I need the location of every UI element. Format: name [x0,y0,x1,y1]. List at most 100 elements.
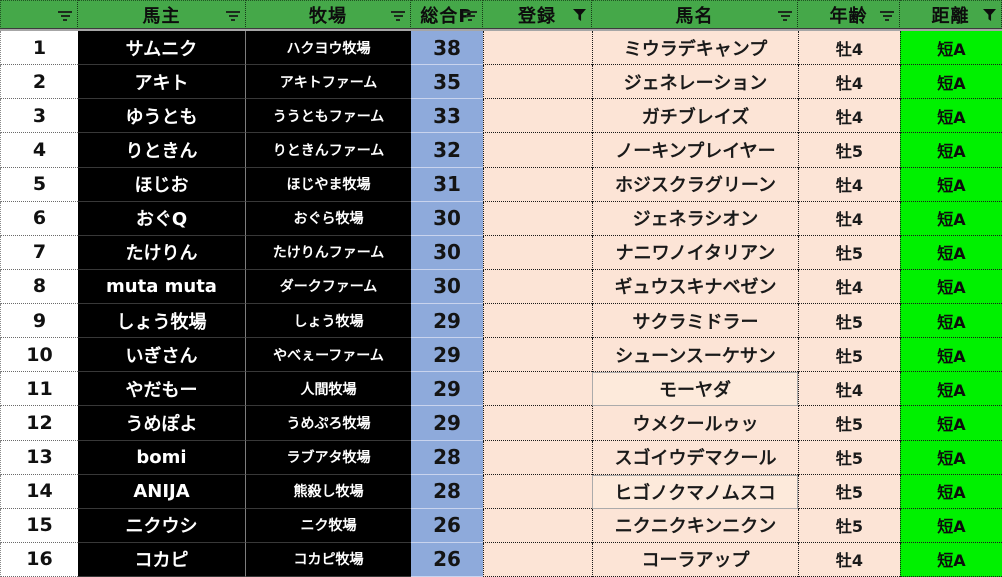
age-cell[interactable]: 牡4 [798,201,900,236]
registration-cell[interactable] [483,304,592,339]
age-cell[interactable]: 牡5 [798,133,900,168]
farm-cell[interactable]: ううともファーム [246,99,411,134]
horse-name-cell[interactable]: ウメクールゥッ [592,406,798,441]
row-number-cell[interactable]: 9 [0,304,78,339]
column-header-horse[interactable]: 馬名 [592,0,798,29]
owner-cell[interactable]: ほじお [78,167,246,202]
points-cell[interactable]: 29 [411,372,483,407]
registration-cell[interactable] [483,440,592,475]
owner-cell[interactable]: たけりん [78,235,246,270]
filter-dropdown-icon[interactable] [880,11,894,21]
points-cell[interactable]: 29 [411,338,483,373]
horse-name-cell[interactable]: ギュウスキナベゼン [592,269,798,304]
horse-name-cell[interactable]: ノーキンプレイヤー [592,133,798,168]
farm-cell[interactable]: おぐら牧場 [246,201,411,236]
owner-cell[interactable]: りときん [78,133,246,168]
age-cell[interactable]: 牡5 [798,440,900,475]
distance-cell[interactable]: 短A [900,269,1002,304]
points-cell[interactable]: 29 [411,406,483,441]
age-cell[interactable]: 牡4 [798,372,900,407]
horse-name-cell[interactable]: コーラアップ [592,542,798,577]
points-cell[interactable]: 26 [411,508,483,543]
filter-dropdown-icon[interactable] [463,11,477,21]
owner-cell[interactable]: おぐQ [78,201,246,236]
age-cell[interactable]: 牡4 [798,269,900,304]
filter-dropdown-icon[interactable] [226,11,240,21]
horse-name-cell[interactable]: モーヤダ [592,372,798,407]
row-number-cell[interactable]: 10 [0,338,78,373]
filter-dropdown-icon[interactable] [778,11,792,21]
distance-cell[interactable]: 短A [900,304,1002,339]
owner-cell[interactable]: うめぽよ [78,406,246,441]
registration-cell[interactable] [483,269,592,304]
distance-cell[interactable]: 短A [900,31,1002,66]
age-cell[interactable]: 牡4 [798,167,900,202]
column-header-points[interactable]: 総合P [411,0,483,29]
filter-dropdown-icon[interactable] [391,11,405,21]
owner-cell[interactable]: しょう牧場 [78,304,246,339]
horse-name-cell[interactable]: ミウラデキャンプ [592,31,798,66]
points-cell[interactable]: 32 [411,133,483,168]
distance-cell[interactable]: 短A [900,65,1002,100]
column-header-farm[interactable]: 牧場 [246,0,411,29]
row-number-cell[interactable]: 5 [0,167,78,202]
registration-cell[interactable] [483,406,592,441]
points-cell[interactable]: 29 [411,304,483,339]
row-number-cell[interactable]: 13 [0,440,78,475]
registration-cell[interactable] [483,508,592,543]
distance-cell[interactable]: 短A [900,167,1002,202]
age-cell[interactable]: 牡5 [798,338,900,373]
age-cell[interactable]: 牡5 [798,508,900,543]
distance-cell[interactable]: 短A [900,235,1002,270]
points-cell[interactable]: 35 [411,65,483,100]
points-cell[interactable]: 26 [411,542,483,577]
owner-cell[interactable]: やだもー [78,372,246,407]
farm-cell[interactable]: やべぇーファーム [246,338,411,373]
registration-cell[interactable] [483,338,592,373]
farm-cell[interactable]: ニク牧場 [246,508,411,543]
row-number-cell[interactable]: 16 [0,542,78,577]
distance-cell[interactable]: 短A [900,372,1002,407]
registration-cell[interactable] [483,201,592,236]
registration-cell[interactable] [483,474,592,509]
farm-cell[interactable]: ほじやま牧場 [246,167,411,202]
horse-name-cell[interactable]: スゴイウデマクール [592,440,798,475]
age-cell[interactable]: 牡4 [798,99,900,134]
horse-name-cell[interactable]: ヒゴノクマノムスコ [592,474,798,509]
column-header-age[interactable]: 年齢 [798,0,900,29]
horse-name-cell[interactable]: シューンスーケサン [592,338,798,373]
row-number-cell[interactable]: 15 [0,508,78,543]
column-header-distance[interactable]: 距離 [900,0,1002,29]
owner-cell[interactable]: コカピ [78,542,246,577]
farm-cell[interactable]: たけりんファーム [246,235,411,270]
age-cell[interactable]: 牡5 [798,235,900,270]
farm-cell[interactable]: りときんファーム [246,133,411,168]
farm-cell[interactable]: 人間牧場 [246,372,411,407]
row-number-cell[interactable]: 12 [0,406,78,441]
age-cell[interactable]: 牡4 [798,65,900,100]
owner-cell[interactable]: ANIJA [78,474,246,509]
points-cell[interactable]: 30 [411,269,483,304]
distance-cell[interactable]: 短A [900,338,1002,373]
horse-name-cell[interactable]: ホジスクラグリーン [592,167,798,202]
owner-cell[interactable]: サムニク [78,31,246,66]
points-cell[interactable]: 28 [411,474,483,509]
points-cell[interactable]: 33 [411,99,483,134]
farm-cell[interactable]: コカピ牧場 [246,542,411,577]
age-cell[interactable]: 牡4 [798,31,900,66]
owner-cell[interactable]: ゆうとも [78,99,246,134]
row-number-cell[interactable]: 6 [0,201,78,236]
distance-cell[interactable]: 短A [900,474,1002,509]
farm-cell[interactable]: ダークファーム [246,269,411,304]
horse-name-cell[interactable]: ジェネラシオン [592,201,798,236]
points-cell[interactable]: 28 [411,440,483,475]
age-cell[interactable]: 牡4 [798,542,900,577]
horse-name-cell[interactable]: ニクニクキンニクン [592,508,798,543]
age-cell[interactable]: 牡5 [798,304,900,339]
owner-cell[interactable]: bomi [78,440,246,475]
registration-cell[interactable] [483,65,592,100]
registration-cell[interactable] [483,133,592,168]
age-cell[interactable]: 牡5 [798,474,900,509]
points-cell[interactable]: 30 [411,201,483,236]
registration-cell[interactable] [483,99,592,134]
